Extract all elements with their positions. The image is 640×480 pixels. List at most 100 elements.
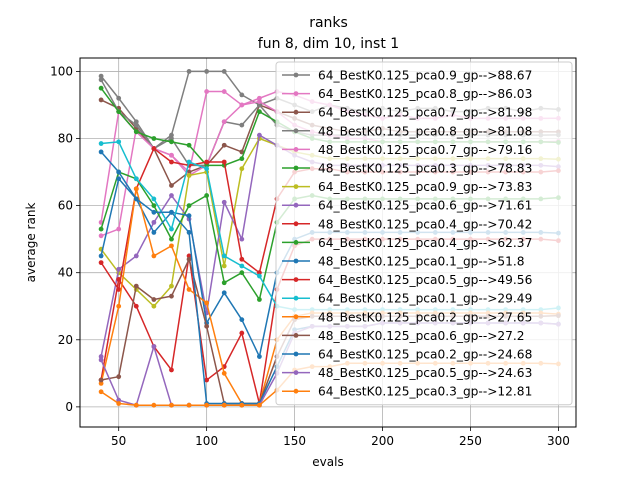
data-point (257, 99, 262, 105)
legend-item: 64_BestK0.125_pca0.4_gp-->62.37 (282, 236, 532, 250)
data-point (133, 283, 139, 289)
data-point (151, 344, 157, 349)
data-point (239, 92, 245, 98)
legend-label: 48_BestK0.125_pca0.7_gp-->79.16 (318, 143, 532, 157)
data-point (116, 266, 122, 272)
data-point (116, 277, 122, 282)
legend-item: 48_BestK0.125_pca0.2_gp-->27.65 (282, 310, 532, 324)
data-point (204, 162, 210, 168)
legend-swatch-marker (293, 314, 299, 320)
data-point (257, 102, 262, 108)
legend-swatch-marker (293, 240, 299, 245)
data-point (169, 236, 174, 242)
data-point (98, 380, 104, 386)
legend-label: 64_BestK0.125_pca0.4_gp-->62.37 (318, 236, 532, 250)
data-point (239, 156, 245, 162)
data-point (169, 402, 174, 408)
axis-ticks: 50 100 150 200 250 300 0 20 40 60 80 100 (50, 64, 570, 448)
data-point (239, 330, 245, 336)
data-point (257, 132, 262, 138)
legend-label: 64_BestK0.125_pca0.9_gp-->73.83 (318, 180, 532, 194)
x-tick-label: 50 (111, 434, 126, 448)
legend-swatch-marker (293, 147, 299, 152)
legend-label: 64_BestK0.125_pca0.9_gp-->88.67 (318, 69, 532, 83)
data-point (186, 230, 192, 235)
y-tick-label: 0 (65, 400, 73, 414)
data-point (116, 226, 122, 232)
data-point (221, 290, 227, 296)
data-point (169, 139, 174, 145)
data-point (133, 253, 139, 259)
data-point (169, 226, 174, 232)
legend-label: 48_BestK0.125_pca0.8_gp-->81.08 (318, 124, 532, 138)
data-point (204, 193, 210, 198)
legend-label: 64_BestK0.125_pca0.8_gp-->86.03 (318, 87, 532, 101)
data-point (169, 183, 174, 188)
data-point (151, 203, 157, 209)
data-point (186, 256, 192, 262)
y-tick-label: 100 (50, 64, 73, 78)
y-tick-label: 80 (58, 132, 73, 146)
data-point (257, 95, 262, 101)
data-point (98, 149, 104, 155)
data-point (257, 297, 262, 302)
data-point (186, 142, 192, 148)
legend-item: 48_BestK0.125_pca0.1_gp-->51.8 (282, 255, 525, 269)
data-point (221, 142, 227, 148)
legend-label: 48_BestK0.125_pca0.4_gp-->70.42 (318, 217, 532, 231)
data-point (239, 263, 245, 269)
data-point (116, 374, 122, 380)
data-point (239, 270, 245, 276)
data-point (98, 354, 104, 359)
data-point (204, 89, 210, 94)
legend-label: 64_BestK0.125_pca0.5_gp-->49.56 (318, 273, 532, 287)
data-point (98, 233, 104, 239)
data-point (169, 152, 174, 158)
legend-item: 64_BestK0.125_pca0.3_gp-->12.81 (282, 385, 532, 399)
data-point (151, 253, 157, 259)
data-point (133, 196, 139, 202)
data-point (221, 159, 227, 165)
y-tick-label: 40 (58, 266, 73, 280)
data-point (221, 402, 227, 408)
data-point (151, 297, 157, 302)
x-tick-label: 300 (547, 434, 570, 448)
data-point (98, 73, 104, 79)
legend-label: 64_BestK0.125_pca0.3_gp-->12.81 (318, 385, 532, 399)
data-point (169, 159, 174, 165)
y-tick-label: 20 (58, 333, 73, 347)
legend-item: 64_BestK0.125_pca0.5_gp-->49.56 (282, 273, 532, 287)
y-tick-label: 60 (58, 199, 73, 213)
data-point (98, 377, 104, 383)
chart-subtitle: fun 8, dim 10, inst 1 (258, 36, 399, 52)
data-point (239, 149, 245, 155)
data-point (169, 293, 174, 299)
data-point (257, 354, 262, 359)
data-point (116, 139, 122, 145)
data-point (257, 109, 262, 115)
legend-swatch-marker (293, 277, 299, 282)
data-point (151, 230, 157, 235)
data-point (186, 253, 192, 259)
data-point (257, 270, 262, 276)
data-point (221, 69, 227, 74)
data-point (204, 166, 210, 172)
data-point (221, 199, 227, 205)
data-point (98, 97, 104, 103)
data-point (116, 397, 122, 403)
x-axis-label: evals (312, 455, 343, 469)
data-point (204, 159, 210, 165)
data-point (151, 402, 157, 408)
legend-label: 48_BestK0.125_pca0.3_gp-->78.83 (318, 162, 532, 176)
data-point (239, 102, 245, 108)
data-point (221, 280, 227, 286)
data-point (257, 273, 262, 279)
legend-item: 48_BestK0.125_pca0.3_gp-->78.83 (282, 162, 532, 176)
data-point (133, 129, 139, 135)
data-point (133, 119, 139, 125)
data-point (169, 283, 174, 289)
data-point (169, 193, 174, 198)
legend-label: 48_BestK0.125_pca0.6_gp-->27.2 (318, 329, 525, 343)
data-point (98, 226, 104, 232)
